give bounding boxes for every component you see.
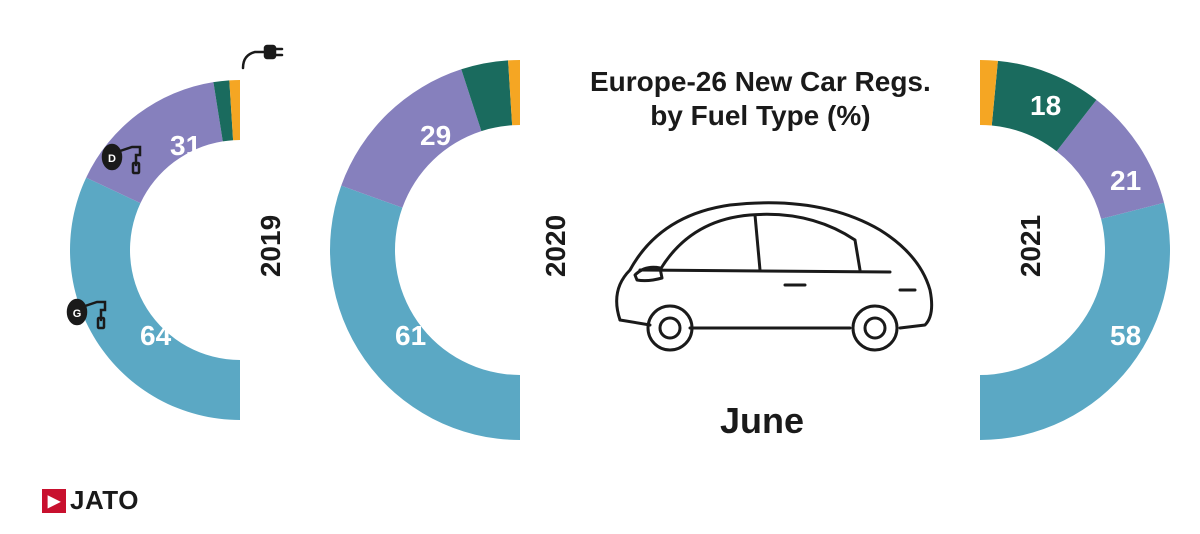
car-illustration (590, 160, 950, 385)
value-label-2019-ev: 3 (263, 100, 271, 117)
segment-gasoline (980, 203, 1170, 440)
year-label-2019: 2019 (255, 215, 287, 277)
logo-text: JATO (70, 485, 139, 516)
plug-icon (235, 30, 285, 80)
logo-icon: ▶ (42, 489, 66, 513)
gas-pump-icon: G (65, 290, 115, 340)
logo: ▶ JATO (42, 485, 139, 516)
value-label-2019-diesel: 31 (170, 130, 201, 162)
value-label-2021-diesel: 21 (1110, 165, 1141, 197)
value-label-2019-gasoline: 64 (140, 320, 171, 352)
value-label-2020-gasoline: 61 (395, 320, 426, 352)
year-label-2020: 2020 (540, 215, 572, 277)
segment-gasoline (330, 186, 520, 440)
segment-diesel (341, 69, 481, 207)
year-label-2021: 2021 (1015, 215, 1047, 277)
value-label-2020-diesel: 29 (420, 120, 451, 152)
gas-pump-icon: D (100, 135, 150, 185)
svg-text:G: G (73, 308, 82, 320)
svg-text:D: D (108, 153, 116, 165)
value-label-2021-gasoline: 58 (1110, 320, 1141, 352)
value-label-2021-ev: 18 (1030, 90, 1061, 122)
value-label-2020-ev: 8 (530, 78, 543, 106)
